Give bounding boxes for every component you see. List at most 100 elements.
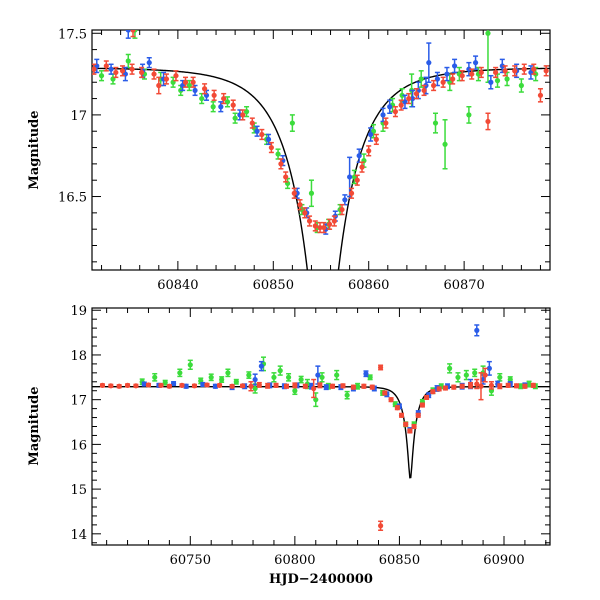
y-tick-label: 15 — [70, 483, 87, 498]
data-point — [317, 382, 323, 389]
data-point — [186, 79, 192, 92]
x-tick-label: 60850 — [379, 553, 420, 568]
x-axis-label: HJD−2400000 — [269, 572, 373, 587]
data-point — [354, 174, 360, 186]
data-point — [254, 125, 260, 137]
data-point — [398, 99, 404, 111]
data-point — [265, 133, 272, 146]
data-point — [432, 112, 439, 134]
y-tick-label: 18 — [70, 349, 87, 364]
data-point — [271, 372, 277, 383]
data-point — [447, 363, 453, 374]
data-point — [367, 374, 373, 381]
data-point — [311, 378, 317, 399]
x-tick-label: 60840 — [157, 278, 198, 293]
data-point — [344, 390, 350, 400]
data-point — [403, 421, 409, 427]
data-point — [108, 63, 114, 75]
data-point — [151, 68, 157, 80]
y-tick-label: 16.5 — [58, 191, 87, 206]
data-point — [451, 384, 457, 390]
data-point — [463, 369, 469, 381]
y-tick-label: 17.5 — [58, 27, 87, 42]
data-point — [440, 76, 446, 88]
data-point — [182, 76, 189, 88]
data-point — [302, 383, 308, 389]
data-point — [497, 372, 503, 382]
data-point — [486, 360, 492, 376]
data-point — [249, 117, 255, 129]
series-2 — [92, 30, 549, 234]
data-point — [98, 70, 105, 82]
data-point — [201, 83, 208, 95]
data-point — [166, 383, 172, 389]
series-0 — [98, 30, 539, 234]
data-point — [434, 71, 441, 87]
bottom-plot-frame — [91, 307, 551, 546]
data-point — [156, 76, 162, 95]
data-point — [363, 370, 369, 378]
data-point — [406, 92, 412, 105]
top-model-curve — [92, 67, 550, 270]
data-point — [221, 92, 227, 105]
data-point — [326, 218, 333, 230]
data-point — [308, 179, 315, 208]
data-point — [339, 203, 345, 216]
data-point — [488, 74, 494, 90]
data-point — [146, 57, 152, 69]
data-point — [204, 382, 210, 388]
data-point — [518, 78, 524, 93]
data-point — [103, 60, 109, 72]
bottom-y-axis-label: Magnitude — [27, 386, 42, 465]
data-point — [323, 384, 329, 391]
top-x-tick-labels: 60840 60850 60860 60870 — [157, 278, 485, 293]
data-point — [199, 92, 205, 105]
data-point — [459, 70, 465, 82]
data-point — [430, 79, 437, 92]
data-point — [342, 194, 348, 206]
data-point — [210, 101, 216, 113]
data-point — [387, 99, 393, 115]
top-y-axis-label: Magnitude — [27, 110, 42, 189]
data-point — [334, 369, 340, 381]
data-point — [447, 73, 453, 92]
y-tick-label: 16 — [70, 438, 87, 453]
data-point — [421, 84, 427, 97]
data-point — [478, 372, 484, 401]
x-tick-label: 60860 — [348, 278, 389, 293]
data-point — [499, 58, 505, 74]
data-point — [469, 68, 475, 80]
data-point — [219, 376, 225, 383]
data-point — [125, 30, 131, 39]
zoomed-light-curve-panel: 60840 60850 60860 60870 16.5 17 17.5 Magnitud… — [27, 27, 551, 293]
data-point — [99, 382, 106, 388]
data-point — [512, 65, 518, 77]
x-tick-label: 60850 — [253, 278, 294, 293]
data-point — [256, 381, 262, 388]
data-point — [348, 187, 355, 199]
data-point — [530, 382, 536, 388]
data-point — [537, 88, 544, 103]
data-point — [321, 221, 327, 234]
data-point — [347, 156, 353, 198]
data-point — [212, 383, 218, 389]
data-point — [436, 386, 442, 392]
full-light-curve-panel: 60750 60800 60850 60900 14 15 16 17 18 19 Magnit… — [27, 304, 551, 587]
bottom-data-points — [99, 324, 538, 531]
bottom-x-tick-labels: 60750 60800 60850 60900 — [170, 553, 525, 568]
x-tick-label: 60870 — [443, 278, 484, 293]
data-point — [170, 380, 177, 387]
data-point — [229, 383, 235, 389]
series-0 — [139, 356, 538, 428]
data-point — [402, 94, 408, 110]
data-point — [208, 373, 214, 382]
data-point — [125, 53, 131, 69]
data-point — [170, 76, 176, 88]
data-point — [152, 372, 158, 382]
data-point — [158, 382, 164, 388]
data-point — [285, 372, 292, 382]
data-point — [133, 383, 139, 389]
data-point — [411, 423, 417, 430]
data-point — [233, 378, 239, 385]
data-point — [522, 383, 528, 389]
